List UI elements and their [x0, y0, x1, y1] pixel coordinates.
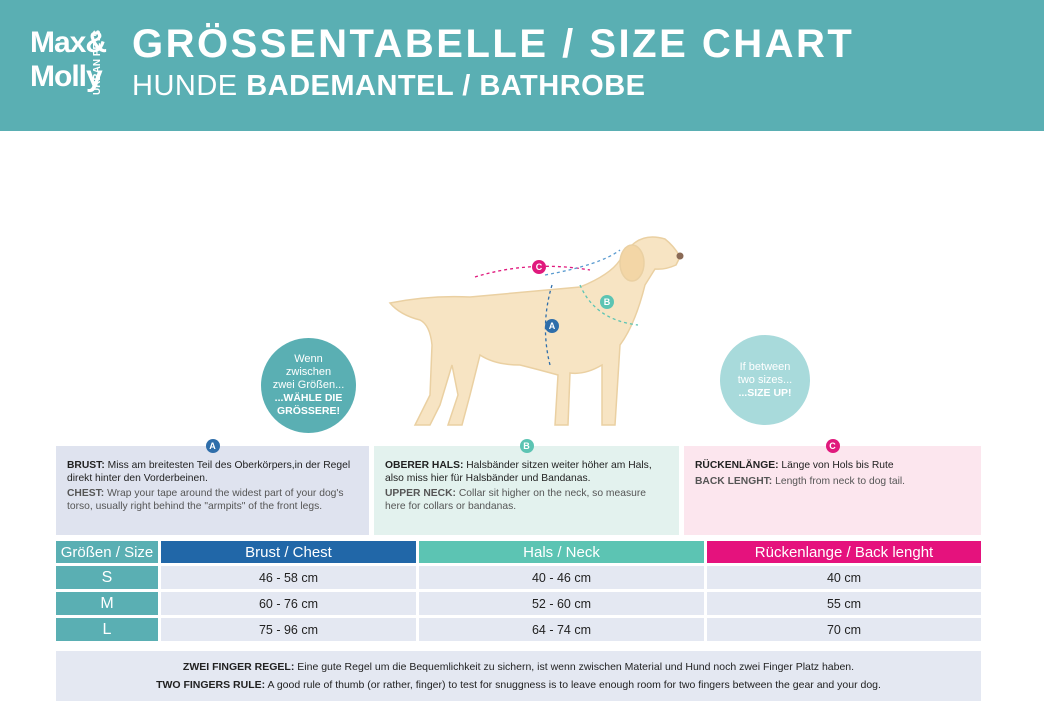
table-cell: 40 - 46 cm [419, 566, 704, 589]
dog-illustration [388, 236, 684, 426]
measurement-de: RÜCKENLÄNGE: Länge von Hols bis Rute [695, 460, 971, 473]
measurement-box: BRUST: Miss am breitesten Teil des Oberk… [56, 446, 369, 535]
label: OBERER HALS: [385, 460, 464, 471]
dog-marker: C [532, 260, 546, 274]
subtitle: HUNDE BADEMANTEL / BATHROBE [132, 70, 646, 103]
subtitle-light: HUNDE [132, 70, 238, 102]
subtitle-bold: BADEMANTEL / BATHROBE [246, 70, 646, 102]
table-header-cell: Brust / Chest [161, 541, 416, 563]
table-cell: 52 - 60 cm [419, 592, 704, 615]
table-header-cell: Hals / Neck [419, 541, 704, 563]
tip-line: zwischen [285, 366, 332, 378]
tip-emphasis: GRÖSSERE! [276, 405, 340, 417]
measurement-de: BRUST: Miss am breitesten Teil des Oberk… [67, 460, 359, 485]
size-cell: S [56, 566, 158, 589]
table-cell: 46 - 58 cm [161, 566, 416, 589]
tip-line: two sizes... [737, 373, 793, 386]
text: Halsbänder sitzen weiter höher am Hals, … [385, 460, 652, 484]
measurement-en: UPPER NECK: Collar sit higher on the nec… [385, 488, 669, 513]
table-cell: 60 - 76 cm [161, 592, 416, 615]
footer: ZWEI FINGER REGEL: Eine gute Regel um di… [56, 651, 981, 701]
tip-line: Wenn [294, 353, 323, 365]
label: UPPER NECK: [385, 488, 456, 499]
text: Länge von Hols bis Rute [781, 460, 894, 471]
measurement-box: RÜCKENLÄNGE: Länge von Hols bis Rute BACK… [684, 446, 981, 535]
measurement-box: OBERER HALS: Halsbänder sitzen weiter hö… [374, 446, 679, 535]
label: TWO FINGERS RULE: [156, 679, 266, 691]
header-band [0, 0, 1044, 131]
label: BACK LENGHT: [695, 475, 773, 487]
measurement-en: CHEST: Wrap your tape around the widest … [67, 488, 359, 513]
table-cell: 64 - 74 cm [419, 618, 704, 641]
logo-line: Molly [30, 60, 103, 93]
measurement-badge: B [519, 439, 534, 453]
tip-line: zwei Größen... [272, 379, 345, 391]
footer-line: TWO FINGERS RULE: A good rule of thumb (… [56, 679, 981, 691]
measurement-en: BACK LENGHT: Length from neck to dog tai… [695, 476, 971, 489]
logo-tagline: URBAN PETS [92, 29, 103, 95]
label: CHEST: [67, 488, 105, 499]
logo: Max& Molly [30, 26, 107, 94]
size-cell: M [56, 592, 158, 615]
tip-left: Wenn zwischen zwei Größen... ...WÄHLE DIE GR… [261, 338, 356, 433]
tip-line: If between [739, 360, 791, 373]
table-cell: 75 - 96 cm [161, 618, 416, 641]
measurement-de: OBERER HALS: Halsbänder sitzen weiter hö… [385, 460, 669, 485]
table-header-cell: Rückenlange / Back lenght [707, 541, 981, 563]
logo-line: Max& [30, 26, 107, 59]
text: Collar sit higher on the neck, so measur… [385, 488, 646, 512]
text: Length from neck to dog tail. [775, 475, 906, 487]
tip-right: If between two sizes... ...SIZE UP! [720, 335, 810, 425]
table-cell: 40 cm [707, 566, 981, 589]
footer-line: ZWEI FINGER REGEL: Eine gute Regel um di… [56, 661, 981, 673]
text: Wrap your tape around the widest part of… [67, 488, 344, 512]
table-cell: 70 cm [707, 618, 981, 641]
label: ZWEI FINGER REGEL: [182, 661, 295, 673]
text: A good rule of thumb (or rather, finger)… [267, 679, 881, 691]
table-header-cell: Größen / Size [56, 541, 158, 563]
text: Miss am breitesten Teil des Oberkörpers,… [67, 460, 351, 484]
measurement-badge: A [205, 439, 220, 453]
table-cell: 55 cm [707, 592, 981, 615]
tip-emphasis: ...SIZE UP! [738, 386, 792, 399]
tip-emphasis: ...WÄHLE DIE [274, 392, 343, 404]
dog-marker: B [600, 295, 614, 309]
measurement-badge: C [825, 439, 840, 453]
size-cell: L [56, 618, 158, 641]
title: GRÖSSENTABELLE / SIZE CHART [132, 22, 855, 66]
label: RÜCKENLÄNGE: [695, 460, 779, 471]
dog-marker: A [545, 319, 559, 333]
label: BRUST: [67, 460, 105, 471]
text: Eine gute Regel um die Bequemlichkeit zu… [297, 661, 855, 673]
